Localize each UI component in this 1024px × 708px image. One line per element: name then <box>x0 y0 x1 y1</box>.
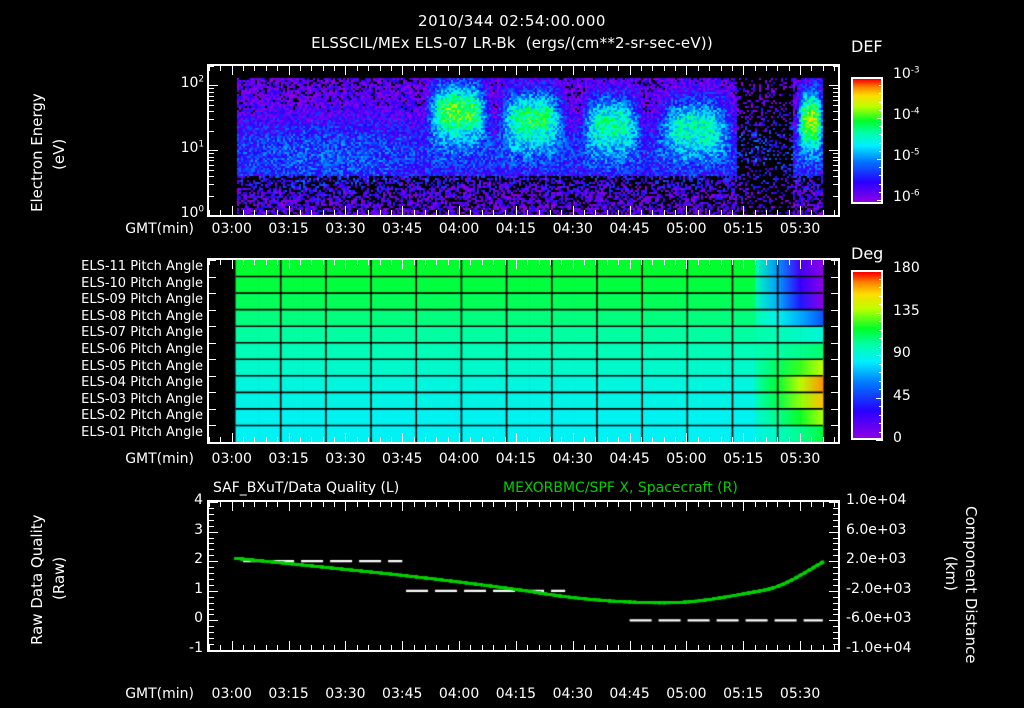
bottom-title-right: MEXORBMC/SPF X, Spacecraft (R) <box>503 480 738 496</box>
spectrogram-xtick-6: 04:30 <box>552 221 593 237</box>
pitch-angle-panel[interactable] <box>207 258 840 444</box>
deg-colorbar-tick-0: 180 <box>893 260 920 276</box>
def-colorbar-tick-3: 10-6 <box>893 188 920 205</box>
bottom-right-tick-0: 1.0e+04 <box>846 492 907 508</box>
bottom-xtick-6: 04:30 <box>552 686 593 702</box>
spectrogram-xtick-3: 03:45 <box>382 221 423 237</box>
spectrogram-ytick-1: 101 <box>180 139 204 157</box>
pitch-row-label-6: ELS-05 Pitch Angle <box>81 358 203 374</box>
bottom-xtick-8: 05:00 <box>666 686 707 702</box>
deg-colorbar-title: Deg <box>851 244 884 263</box>
spectrogram-xtick-8: 05:00 <box>666 221 707 237</box>
bottom-left-tick-4: 0 <box>194 610 203 627</box>
bottom-xtick-7: 04:45 <box>609 686 650 702</box>
pitch-xtick-0: 03:00 <box>211 451 252 467</box>
def-colorbar-tick-0: 10-3 <box>893 65 920 82</box>
bottom-left-tick-3: 1 <box>194 580 203 597</box>
bottom-ylabel-left-line1: Raw Data Quality <box>28 514 46 645</box>
spectrogram-xtick-0: 03:00 <box>211 221 252 237</box>
spectrogram-xtick-4: 04:00 <box>438 221 480 237</box>
spectrogram-image <box>209 66 838 215</box>
bottom-xtick-1: 03:15 <box>268 686 309 702</box>
bottom-right-tick-4: -6.0e+03 <box>846 610 912 627</box>
spectrogram-ylabel-line1: Electron Energy <box>28 93 46 212</box>
bottom-xtick-5: 04:15 <box>495 686 537 702</box>
bottom-xtick-2: 03:30 <box>325 686 366 702</box>
spectrogram-xtick-2: 03:30 <box>325 221 366 237</box>
pitch-xtick-8: 05:00 <box>666 451 707 467</box>
bottom-ylabel-left-line2: (Raw) <box>50 556 68 600</box>
spectrogram-xtick-10: 05:30 <box>779 221 821 237</box>
spectrogram-ylabel-line2: (eV) <box>50 138 68 170</box>
spectrogram-xtick-1: 03:15 <box>268 221 309 237</box>
dataset-subtitle: ELSSCIL/MEx ELS-07 LR-Bk (ergs/(cm**2-sr… <box>311 34 713 52</box>
deg-colorbar-tick-1: 135 <box>893 302 920 319</box>
pitch-xlabel: GMT(min) <box>125 451 194 467</box>
pitch-row-label-3: ELS-08 Pitch Angle <box>81 308 203 324</box>
spectrogram-xtick-7: 04:45 <box>609 221 650 237</box>
pitch-row-label-9: ELS-02 Pitch Angle <box>81 408 203 424</box>
def-colorbar-title: DEF <box>851 37 883 56</box>
pitch-xtick-3: 03:45 <box>382 451 423 467</box>
bottom-right-tick-3: -2.0e+03 <box>846 580 912 597</box>
bottom-right-tick-5: -1.0e+04 <box>846 640 912 656</box>
pitch-row-label-1: ELS-10 Pitch Angle <box>81 275 203 291</box>
spectrogram-panel[interactable] <box>207 64 840 217</box>
deg-colorbar-tick-3: 45 <box>893 387 911 404</box>
data-quality-panel[interactable] <box>207 500 840 652</box>
bottom-xlabel: GMT(min) <box>125 686 194 702</box>
bottom-left-tick-2: 2 <box>194 551 203 568</box>
pitch-row-label-0: ELS-11 Pitch Angle <box>81 259 203 275</box>
pitch-row-label-4: ELS-07 Pitch Angle <box>81 325 203 341</box>
pitch-row-label-5: ELS-06 Pitch Angle <box>81 342 203 357</box>
spectrogram-xtick-5: 04:15 <box>495 221 537 237</box>
def-colorbar-tick-1: 10-4 <box>893 106 920 123</box>
bottom-ylabel-right-line1: Component Distance <box>962 506 980 664</box>
pitch-row-label-8: ELS-03 Pitch Angle <box>81 391 203 407</box>
deg-colorbar-tick-2: 90 <box>893 345 911 361</box>
deg-colorbar-tick-4: 0 <box>893 430 902 446</box>
def-colorbar-gradient <box>853 79 881 202</box>
bottom-xtick-9: 05:15 <box>723 686 764 702</box>
bottom-left-tick-5: -1 <box>189 640 203 656</box>
data-quality-plot <box>209 502 838 650</box>
spectrogram-ytick-2: 100 <box>180 204 204 221</box>
pitch-xtick-9: 05:15 <box>723 451 764 467</box>
spectrogram-ytick-0: 102 <box>180 74 204 92</box>
pitch-xtick-7: 04:45 <box>609 451 650 467</box>
bottom-ylabel-right-line2: (km) <box>942 556 960 592</box>
bottom-xtick-4: 04:00 <box>438 686 480 702</box>
spectrogram-xtick-9: 05:15 <box>723 221 764 237</box>
bottom-xtick-3: 03:45 <box>382 686 423 702</box>
pitch-row-label-10: ELS-01 Pitch Angle <box>81 424 203 440</box>
spectrogram-xlabel: GMT(min) <box>125 221 194 237</box>
bottom-title-left: SAF_BXuT/Data Quality (L) <box>213 480 400 496</box>
bottom-right-tick-1: 6.0e+03 <box>846 521 907 538</box>
pitch-xtick-10: 05:30 <box>779 451 821 467</box>
def-colorbar-tick-2: 10-5 <box>893 147 920 164</box>
def-colorbar[interactable] <box>851 77 883 204</box>
bottom-xtick-0: 03:00 <box>211 686 252 702</box>
bottom-left-tick-1: 3 <box>194 521 203 538</box>
bottom-right-tick-2: 2.0e+03 <box>846 551 907 568</box>
bottom-xtick-10: 05:30 <box>779 686 821 702</box>
pitch-row-label-2: ELS-09 Pitch Angle <box>81 292 203 308</box>
pitch-xtick-2: 03:30 <box>325 451 366 467</box>
timestamp-title: 2010/344 02:54:00.000 <box>418 12 606 30</box>
pitch-xtick-6: 04:30 <box>552 451 593 467</box>
pitch-xtick-1: 03:15 <box>268 451 309 467</box>
pitch-xtick-5: 04:15 <box>495 451 537 467</box>
bottom-left-tick-0: 4 <box>194 492 203 508</box>
pitch-angle-image <box>209 260 838 442</box>
pitch-row-label-7: ELS-04 Pitch Angle <box>81 375 203 391</box>
pitch-xtick-4: 04:00 <box>438 451 480 467</box>
